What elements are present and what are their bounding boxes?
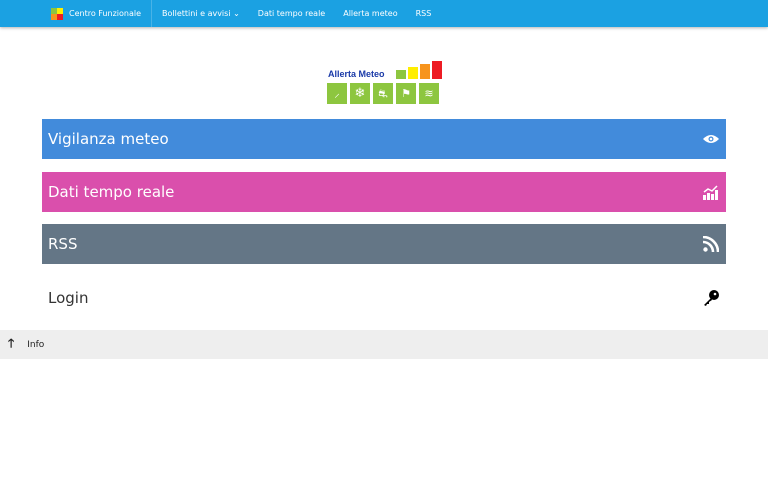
top-navbar: Centro Funzionale Bollettini e avvisi ⌄ …: [0, 0, 768, 27]
footer-bar: 🡑 Info: [0, 330, 768, 359]
tile-dati-tempo-reale[interactable]: Dati tempo reale: [42, 172, 726, 212]
nav-label: Bollettini e avvisi: [162, 9, 231, 18]
tile-login[interactable]: Login: [42, 278, 726, 318]
chevron-down-icon: ⌄: [230, 9, 240, 18]
nav-rss[interactable]: RSS: [415, 9, 432, 18]
tile-rss[interactable]: RSS: [42, 224, 726, 264]
snow-icon: ❄: [350, 83, 370, 104]
arrow-up-icon[interactable]: 🡑: [8, 336, 15, 350]
tile-label: Login: [48, 289, 89, 307]
wind-icon: ⚑: [396, 83, 416, 104]
brand-link[interactable]: Centro Funzionale: [0, 0, 153, 27]
tile-vigilanza-meteo[interactable]: Vigilanza meteo: [42, 119, 726, 159]
road-ice-icon: ⛐: [373, 83, 393, 104]
chart-icon: [702, 183, 720, 201]
tile-label: Dati tempo reale: [48, 183, 175, 201]
nav-dati[interactable]: Dati tempo reale: [257, 9, 326, 18]
nav-allerta[interactable]: Allerta meteo: [343, 9, 398, 18]
brand-logo-icon: [51, 7, 63, 20]
tile-label: RSS: [48, 235, 78, 253]
brand-label: Centro Funzionale: [69, 9, 142, 18]
eye-icon: [702, 130, 720, 148]
key-icon: [702, 289, 720, 307]
nav-bollettini[interactable]: Bollettini e avvisi ⌄: [162, 9, 240, 18]
logo-text: Allerta Meteo: [328, 69, 385, 79]
waves-icon: ≋: [419, 83, 439, 104]
rss-icon: [702, 235, 720, 253]
info-link[interactable]: Info: [27, 339, 45, 350]
rain-icon: ⸝: [327, 83, 347, 104]
allerta-meteo-logo: Allerta Meteo ⸝ ❄ ⛐ ⚑ ≋: [327, 61, 443, 105]
tile-label: Vigilanza meteo: [48, 130, 169, 148]
